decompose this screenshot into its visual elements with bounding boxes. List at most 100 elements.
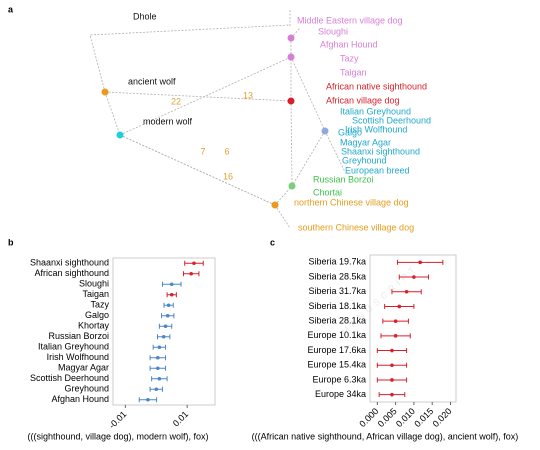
point [161, 334, 166, 339]
point [412, 275, 416, 279]
edge-label: 16 [223, 171, 233, 181]
point [156, 366, 160, 371]
point [154, 387, 159, 392]
category-label: Tazy [90, 300, 109, 310]
x-tick-label: 0.01 [171, 409, 190, 428]
x-axis-label: (((sighthound, village dog), modern wolf… [27, 431, 208, 441]
node-label: Taigan [340, 67, 367, 77]
node-label: Russian Borzoi [313, 174, 374, 184]
point [189, 271, 193, 276]
node-label: Italian Greyhound [340, 106, 411, 116]
category-label: Siberia 18.1ka [308, 301, 366, 311]
point [390, 392, 394, 397]
node-label: ancient wolf [128, 76, 176, 86]
node-label: Dhole [133, 11, 157, 21]
node-label: Sloughi [318, 26, 348, 36]
node [288, 182, 296, 190]
point [146, 397, 150, 402]
x-tick-label: 0.005 [376, 406, 399, 429]
graph-edges [89, 10, 346, 229]
point [192, 261, 196, 266]
category-label: Shaanxi sighthound [30, 258, 109, 268]
panel-label: b [8, 237, 14, 247]
category-label: Europe 10.1ka [307, 330, 366, 340]
x-tick-label: -0.01 [107, 409, 129, 431]
node-label: Magyar Agar [340, 137, 391, 147]
category-label: Sloughi [79, 279, 109, 289]
node-label: modern wolf [143, 116, 193, 126]
node-label: Shaanxi sighthound [341, 146, 420, 156]
category-label: Greyhound [64, 384, 109, 394]
category-label: Siberia 28.1ka [308, 316, 366, 326]
point [157, 376, 162, 381]
x-tick-label: 0.020 [431, 406, 454, 429]
node-label: Greyhound [342, 155, 387, 165]
panel-label: c [270, 237, 275, 247]
node-label: Galgo [338, 127, 362, 137]
node-label: Chortai [313, 187, 342, 197]
category-label: Taigan [82, 289, 109, 299]
x-axis-label: (((African native sighthound, African vi… [252, 431, 519, 441]
category-label: Russian Borzoi [48, 331, 109, 341]
plot-frame [112, 257, 216, 406]
category-label: Europe 15.4ka [307, 360, 366, 370]
node [287, 97, 295, 105]
point [390, 363, 394, 368]
node [271, 201, 279, 209]
node [116, 131, 124, 139]
point [165, 313, 170, 318]
category-label: Galgo [85, 310, 109, 320]
node-label: Tazy [340, 53, 359, 63]
category-label: Italian Greyhound [38, 342, 109, 352]
point [169, 292, 174, 297]
point [156, 355, 160, 360]
category-label: Magyar Agar [58, 363, 109, 373]
category-label: Europe 6.3ka [312, 374, 366, 384]
point [166, 303, 171, 308]
node-label: European breed [345, 165, 410, 175]
plot-frame [369, 254, 457, 403]
x-tick-label: 0.010 [394, 406, 417, 429]
point [390, 348, 394, 353]
edge-label: 6 [224, 146, 229, 156]
node-label: Afghan Hound [320, 39, 378, 49]
category-label: Siberia 28.5ka [308, 271, 366, 281]
edge-label: 22 [171, 96, 181, 106]
edge-label: 13 [243, 90, 253, 100]
node-label: African native sighthound [326, 81, 427, 91]
category-label: Siberia 19.7ka [308, 257, 366, 267]
point [393, 319, 398, 323]
node-label: Irish Wolfhound [345, 124, 407, 134]
x-tick-label: 0.000 [357, 406, 380, 429]
category-label: Europe 17.6ka [307, 345, 366, 355]
category-label: African sighthound [34, 268, 109, 278]
category-label: Afghan Hound [51, 394, 109, 404]
point [169, 282, 174, 287]
category-label: Khortay [78, 321, 110, 331]
graph-nodes [101, 34, 329, 209]
node-label: Middle Eastern village dog [297, 15, 403, 25]
edge-label: 7 [200, 146, 205, 156]
point [393, 334, 398, 338]
point [397, 304, 402, 309]
category-label: Scottish Deerhound [30, 373, 109, 383]
node-label: northern Chinese village dog [294, 197, 409, 207]
node [321, 127, 329, 135]
point [418, 260, 422, 265]
node-label: Scottish Deerhound [352, 115, 431, 125]
x-tick-label: 0.015 [412, 406, 435, 429]
point [157, 345, 162, 350]
category-label: Siberia 31.7ka [308, 286, 366, 296]
point [390, 378, 394, 382]
node [101, 88, 109, 96]
node-label: African village dog [326, 95, 400, 105]
panel-label: a [8, 4, 14, 14]
node-label: southern Chinese village dog [298, 222, 414, 232]
category-label: Europe 34ka [315, 389, 366, 399]
node [287, 53, 295, 61]
category-label: Irish Wolfhound [47, 352, 109, 362]
point [404, 289, 409, 294]
point [163, 324, 168, 329]
node [287, 34, 295, 42]
